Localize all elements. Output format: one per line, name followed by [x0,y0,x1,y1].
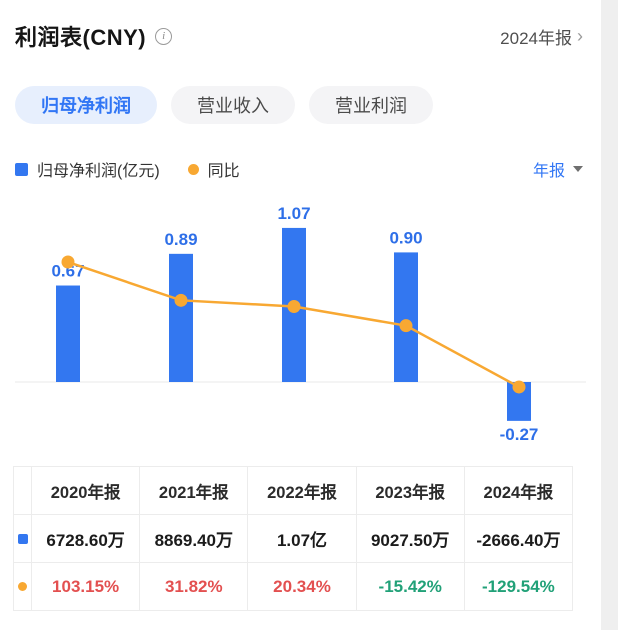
yoy-point-2020年报 [61,255,75,269]
yoy-point-2024年报 [512,380,526,394]
line-series-row-icon [14,563,31,610]
net-profit-cell: -2666.40万 [463,515,572,562]
page-edge-strip [601,0,618,630]
header: 利润表(CNY) i 2024年报 › [0,0,601,52]
profit-bar-line-chart: 0.67 0.89 1.07 0.90 -0.27 [15,204,586,444]
col-header: 2024年报 [463,467,572,514]
bar-2021年报 [169,253,193,382]
col-header: 2021年报 [139,467,247,514]
bar-value-label: 0.90 [389,228,422,247]
table-header-row: 2020年报 2021年报 2022年报 2023年报 2024年报 [14,467,572,514]
bar-2023年报 [394,252,418,382]
chevron-right-icon: › [577,26,583,46]
bar-series-label: 归母净利润(亿元) [37,163,160,180]
bar-value-label: -0.27 [500,425,539,444]
tab-operating-revenue[interactable]: 营业收入 [171,86,295,124]
yoy-cell: -129.54% [463,563,572,610]
chevron-down-icon [573,166,583,172]
tab-parent-net-profit[interactable]: 归母净利润 [15,86,157,124]
net-profit-cell: 8869.40万 [139,515,247,562]
table-row-yoy: 103.15% 31.82% 20.34% -15.42% -129.54% [14,562,572,610]
net-profit-cell: 6728.60万 [31,515,139,562]
metric-tabs: 归母净利润 营业收入 营业利润 [0,86,601,124]
bar-value-label: 1.07 [277,204,310,223]
line-series-swatch-icon [187,163,199,175]
bar-value-label: 0.67 [51,262,84,281]
header-title-group: 利润表(CNY) i [15,20,173,52]
results-table: 2020年报 2021年报 2022年报 2023年报 2024年报 6728.… [13,466,573,611]
table-row-net-profit: 6728.60万 8869.40万 1.07亿 9027.50万 -2666.4… [14,514,572,562]
bar-value-label: 0.89 [164,230,197,249]
yoy-cell: 103.15% [31,563,139,610]
yoy-point-2023年报 [399,319,413,333]
report-period-label: 2024年报 [500,28,572,48]
report-period-link[interactable]: 2024年报 › [500,24,583,49]
legend-row: 归母净利润(亿元) 同比 年报 [0,157,601,181]
page-title: 利润表(CNY) [15,25,147,50]
panel-content: 利润表(CNY) i 2024年报 › 归母净利润 营业收入 营业利润 归母净利… [0,0,601,611]
line-series-label: 同比 [207,163,240,180]
col-header: 2022年报 [247,467,355,514]
col-header: 2020年报 [31,467,139,514]
yoy-cell: 31.82% [139,563,247,610]
chart-legend: 归母净利润(亿元) 同比 [15,157,240,181]
net-profit-cell: 9027.50万 [355,515,464,562]
bar-series-row-icon [14,515,31,562]
info-icon[interactable]: i [155,27,173,45]
yoy-cell: 20.34% [247,563,355,610]
yoy-point-2021年报 [174,293,188,307]
bar-2020年报 [56,285,80,382]
table-corner-cell [14,467,31,514]
col-header: 2023年报 [355,467,464,514]
period-dropdown-label: 年报 [532,163,565,180]
net-profit-cell: 1.07亿 [247,515,355,562]
yoy-cell: -15.42% [355,563,464,610]
bar-series-swatch-icon [15,162,28,176]
tab-operating-profit[interactable]: 营业利润 [309,86,433,124]
yoy-point-2022年报 [287,299,301,313]
period-dropdown[interactable]: 年报 [533,157,583,181]
